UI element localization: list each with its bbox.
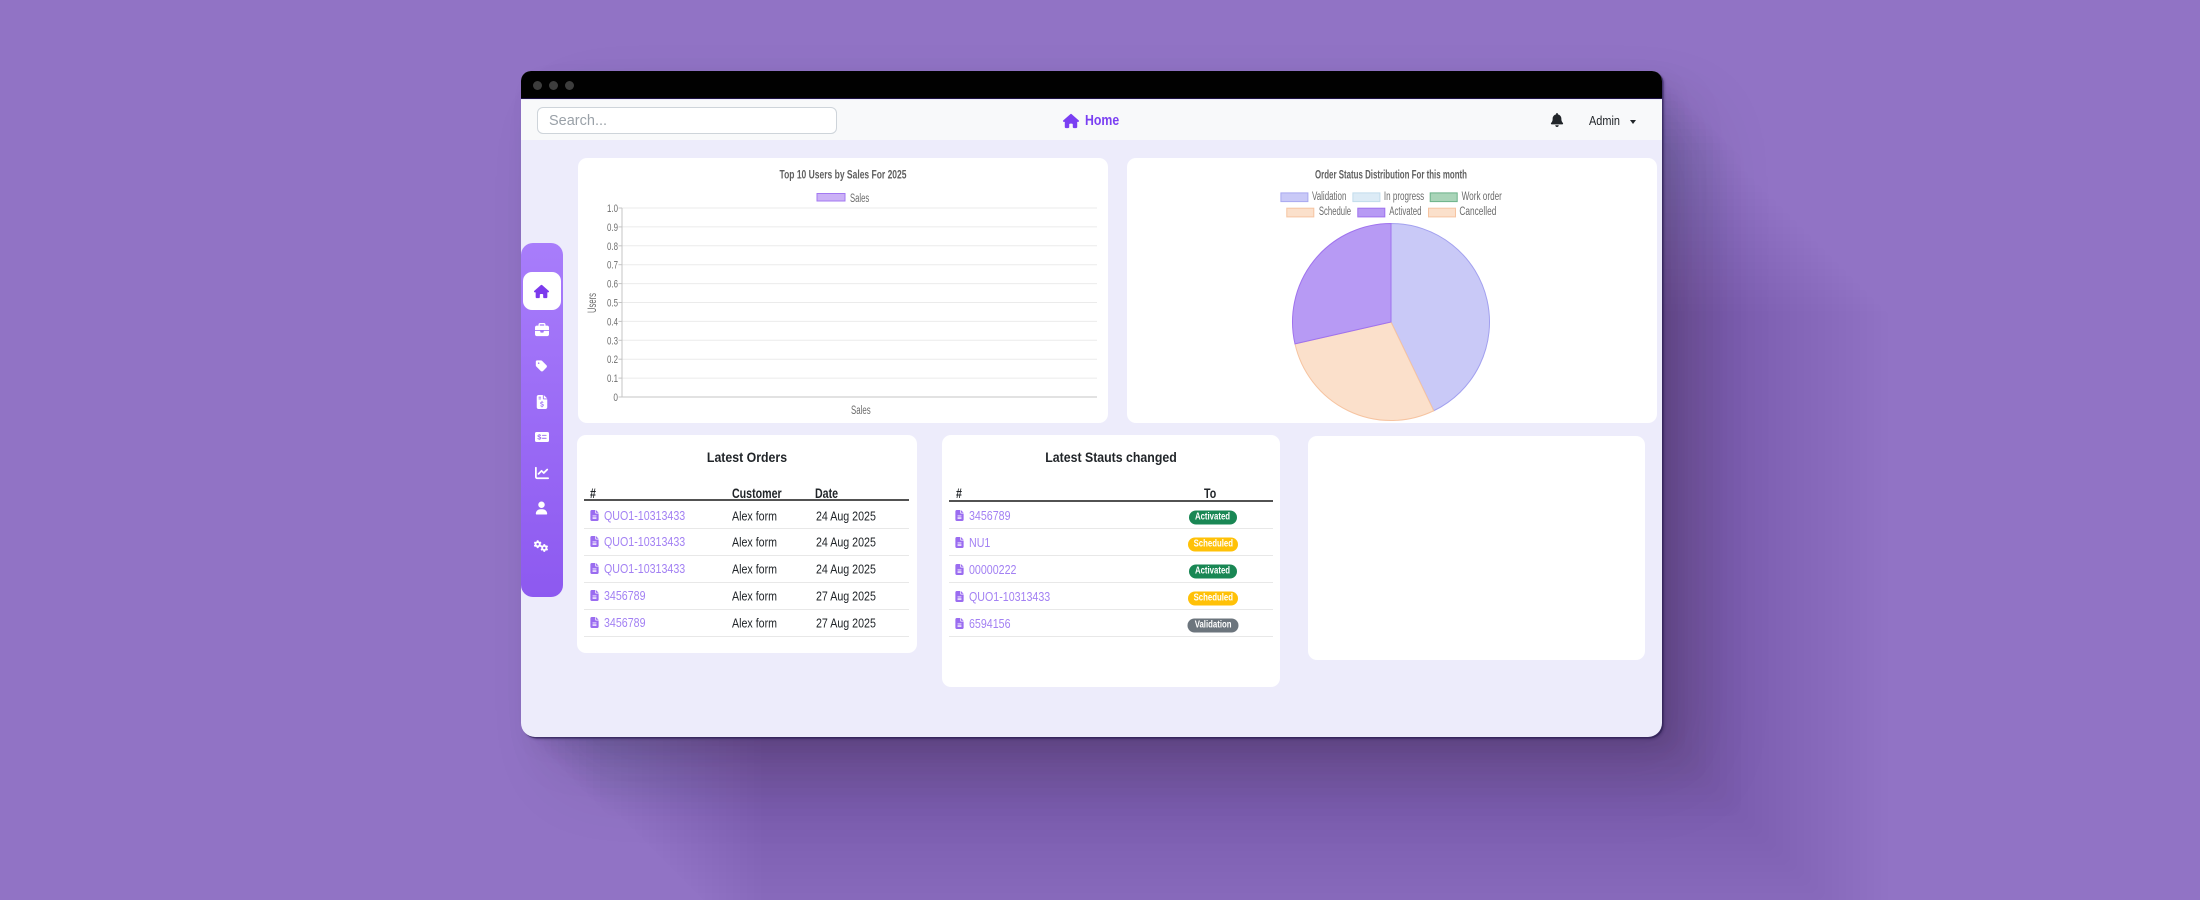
svg-text:0: 0	[613, 392, 618, 404]
svg-text:0.9: 0.9	[607, 222, 618, 234]
svg-text:Users: Users	[587, 293, 599, 313]
svg-text:0.4: 0.4	[607, 316, 618, 328]
svg-text:Cancelled: Cancelled	[1459, 206, 1496, 218]
svg-text:0.3: 0.3	[607, 335, 618, 347]
svg-text:$: $	[537, 432, 542, 441]
svg-text:Activated: Activated	[1389, 206, 1421, 218]
svg-text:Top 10 Users by Sales For 2025: Top 10 Users by Sales For 2025	[779, 168, 906, 182]
svg-text:0.8: 0.8	[607, 241, 618, 253]
svg-text:Sales: Sales	[850, 193, 869, 205]
svg-text:0.2: 0.2	[607, 354, 618, 366]
svg-text:Order Status Distribution For: Order Status Distribution For this month	[1315, 168, 1467, 182]
svg-text:In progress: In progress	[1383, 191, 1423, 203]
svg-text:Work order: Work order	[1461, 191, 1501, 203]
svg-text:0.1: 0.1	[607, 373, 618, 385]
svg-text:0.7: 0.7	[607, 260, 618, 272]
svg-text:Sales: Sales	[850, 405, 870, 417]
svg-text:0.6: 0.6	[607, 279, 618, 291]
svg-text:Schedule: Schedule	[1318, 206, 1350, 218]
svg-text:Validation: Validation	[1312, 191, 1346, 203]
svg-text:0.5: 0.5	[607, 298, 618, 310]
svg-text:1.0: 1.0	[607, 203, 618, 215]
